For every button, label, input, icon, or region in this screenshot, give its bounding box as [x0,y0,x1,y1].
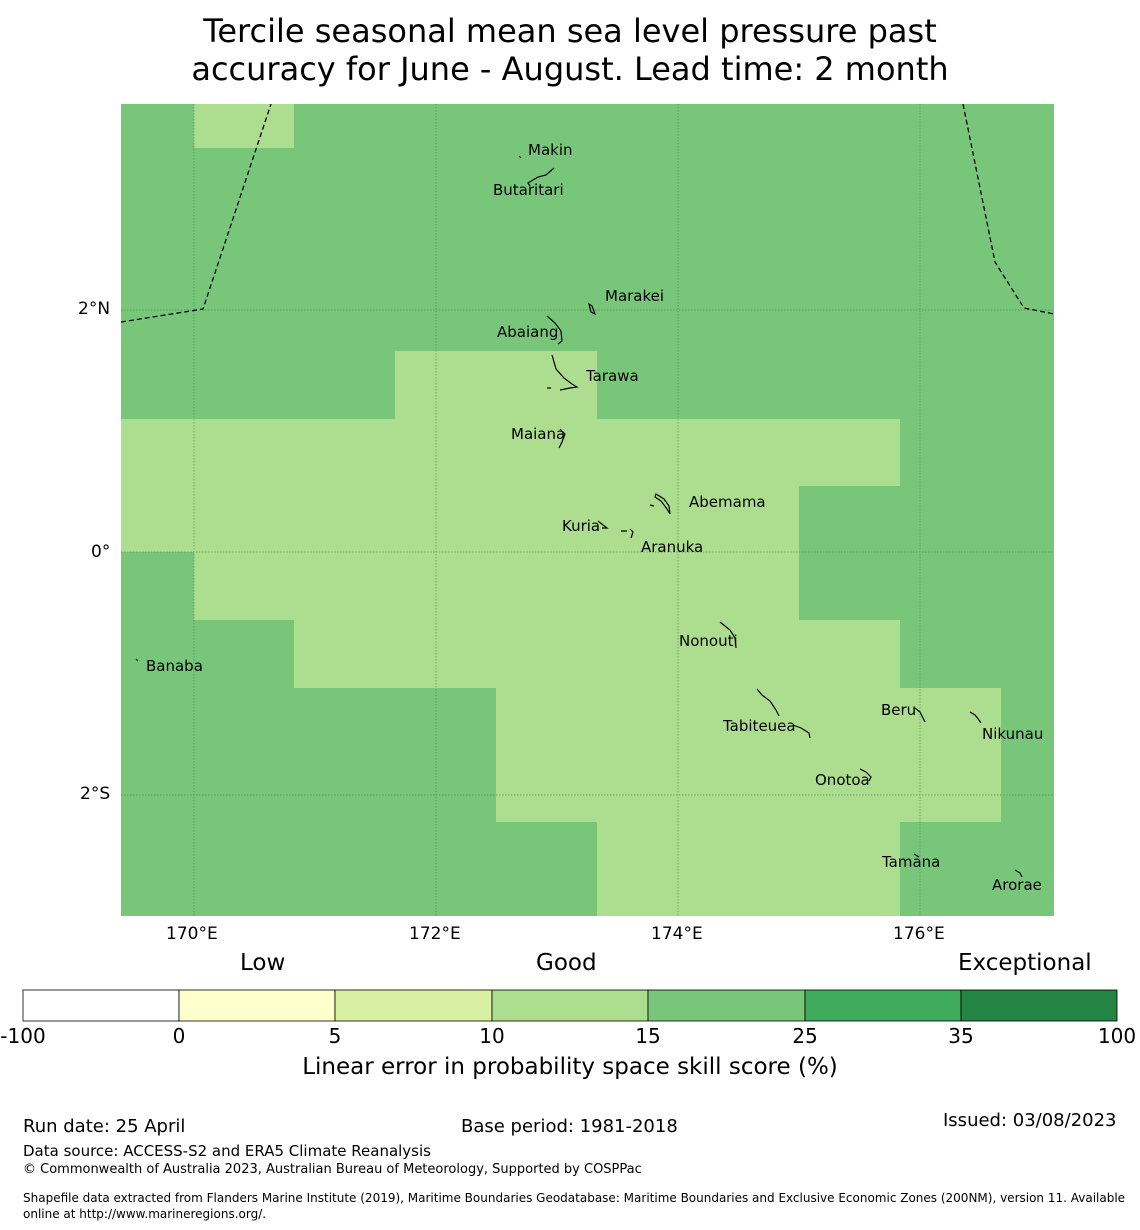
issued-date: Issued: 03/08/2023 [943,1110,1117,1131]
colorbar-segment [804,989,962,1022]
colorbar-tick-label: 10 [479,1024,505,1048]
colorbar-category-low: Low [240,950,286,976]
colorbar-segment [178,989,336,1022]
island-label-abaiang: Abaiang [497,323,558,341]
shapefile-credit-line-1: Shapefile data extracted from Flanders M… [23,1191,1126,1205]
data-source: Data source: ACCESS-S2 and ERA5 Climate … [23,1142,431,1160]
colorbar-segment [334,989,493,1022]
colorbar-segment [491,989,649,1022]
colorbar-tick-label: 35 [948,1024,974,1048]
colorbar-tick-label: 25 [792,1024,818,1048]
colorbar-segment [960,989,1118,1022]
run-date: Run date: 25 April [23,1116,186,1137]
island-label-abemama: Abemama [689,493,766,511]
lat-tick-label: 0° [91,542,111,562]
island-label-tabiteuea: Tabiteuea [722,717,796,735]
colorbar-title: Linear error in probability space skill … [302,1054,838,1080]
lon-tick-label: 172°E [409,924,461,944]
colorbar-category-good: Good [536,950,597,976]
island-label-onotoa: Onotoa [815,771,870,789]
skill-zone-lighter [121,104,1001,916]
island-label-aranuka: Aranuka [641,538,703,556]
lat-tick-label: 2°N [78,299,111,319]
colorbar-tick-label: 5 [328,1024,342,1048]
island-label-makin: Makin [528,141,573,159]
copyright: © Commonwealth of Australia 2023, Austra… [23,1162,642,1177]
lon-tick-label: 170°E [166,924,218,944]
island-label-maiana: Maiana [511,425,565,443]
colorbar-tick-label: 0 [172,1024,186,1048]
colorbar-tick-label: 15 [635,1024,661,1048]
chart-title-line-1: Tercile seasonal mean sea level pressure… [203,12,937,50]
island-label-butaritari: Butaritari [493,181,564,199]
chart-title-line-2: accuracy for June - August. Lead time: 2… [191,50,949,88]
colorbar-segment [647,989,806,1022]
eez-boundary [120,103,1055,323]
lat-tick-label: 2°S [80,784,111,804]
colorbar-segment [22,989,180,1022]
island-label-arorae: Arorae [992,876,1042,894]
lon-tick-label: 176°E [893,924,945,944]
island-label-banaba: Banaba [146,657,203,675]
island-label-tarawa: Tarawa [585,367,639,385]
island-label-beru: Beru [881,701,916,719]
island-label-nikunau: Nikunau [982,725,1043,743]
colorbar [22,989,1118,1022]
base-period: Base period: 1981-2018 [461,1116,678,1137]
island-label-tamana: Tamana [881,853,940,871]
island-outlines [135,155,1023,878]
colorbar-category-exceptional: Exceptional [958,950,1092,976]
island-label-kuria: Kuria [562,517,600,535]
colorbar-tick-label: 100 [1097,1024,1137,1048]
island-label-nonouti: Nonouti [679,632,738,650]
map-gridlines [121,104,1054,916]
lon-tick-label: 174°E [651,924,703,944]
island-label-marakei: Marakei [605,287,664,305]
shapefile-credit-line-2: online at http://www.marineregions.org/. [23,1207,267,1221]
colorbar-tick-label: -100 [0,1024,46,1048]
